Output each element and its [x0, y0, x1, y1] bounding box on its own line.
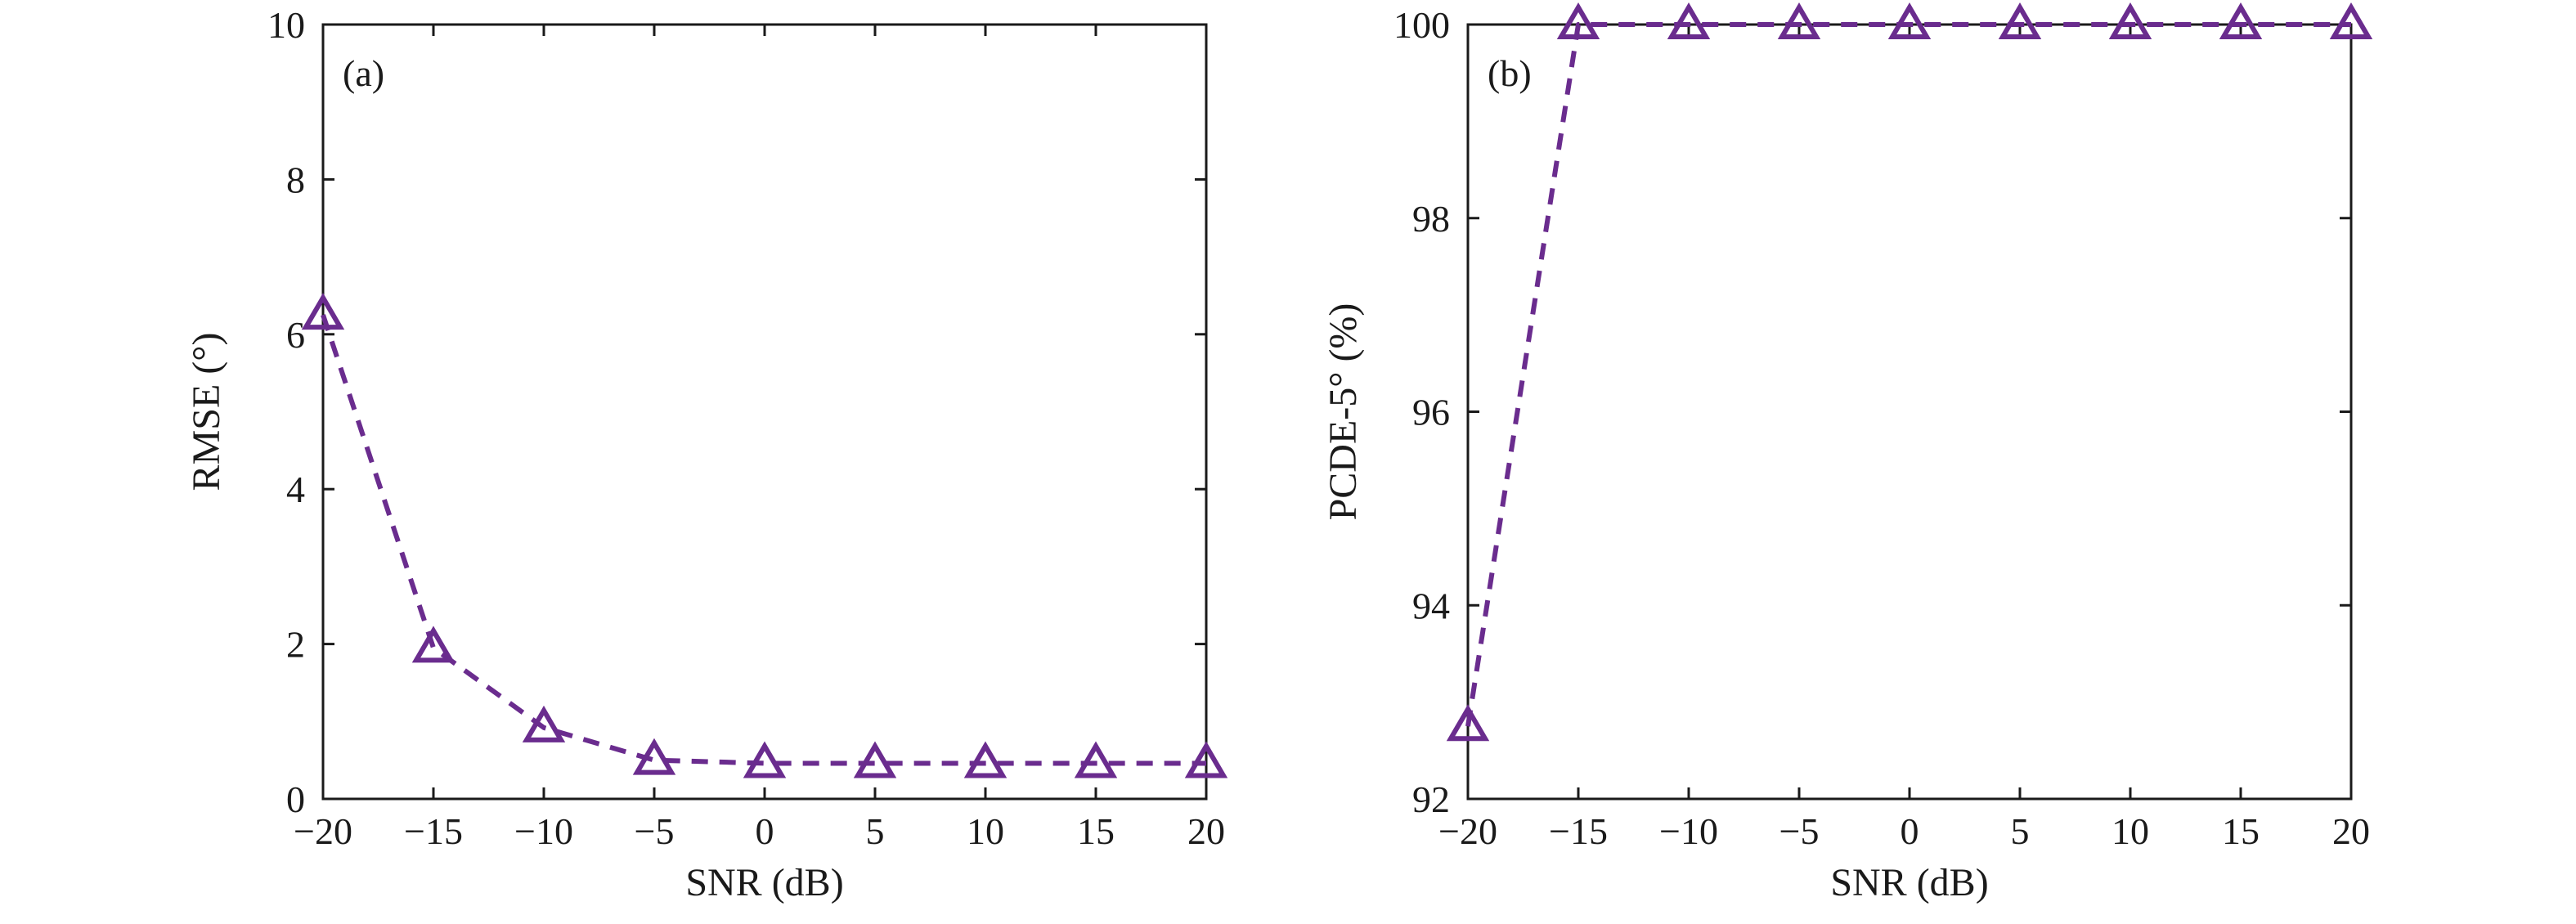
- panel-a: −20 −15 −10 −5 0 5 10 15 20 0 2 4 6 8 10 SNR (dB) RMSE (…: [185, 4, 1228, 904]
- y-tick-label: 92: [1412, 778, 1450, 820]
- panel-b: −20 −15 −10 −5 0 5 10 15 20 92 94 96 98 100 SNR (dB) PC…: [1322, 2, 2373, 904]
- panel-label: (a): [343, 52, 384, 94]
- panel-label: (b): [1488, 52, 1532, 94]
- x-tick-label: −5: [635, 810, 675, 852]
- data-point-marker: [1777, 2, 1821, 39]
- data-point-marker: [1667, 2, 1711, 39]
- x-tick-label: −15: [404, 810, 463, 852]
- series-line: [1465, 22, 2351, 727]
- x-tick-label: −20: [1438, 810, 1497, 852]
- y-tick-label: 8: [286, 159, 305, 200]
- x-tick-label: −15: [1549, 810, 1608, 852]
- data-point-marker: [1184, 741, 1228, 778]
- y-tick-label: 10: [267, 4, 305, 46]
- x-tick-label: 10: [2112, 810, 2149, 852]
- data-point-marker: [1998, 2, 2042, 39]
- data-point-marker: [963, 741, 1008, 778]
- data-point-marker: [1887, 2, 1932, 39]
- data-point-marker: [1074, 741, 1118, 778]
- x-tick-label: −20: [294, 810, 352, 852]
- x-tick-label: 15: [2222, 810, 2260, 852]
- y-tick-label: 98: [1412, 198, 1450, 240]
- x-tick-label: 5: [866, 810, 885, 852]
- data-point-marker: [853, 741, 897, 778]
- x-tick-label: 20: [2332, 810, 2370, 852]
- data-point-marker: [1446, 704, 1490, 742]
- plot-frame: [1466, 23, 2353, 801]
- data-point-marker: [522, 705, 566, 742]
- x-tick-label: 0: [1901, 810, 1919, 852]
- y-tick-label: 6: [286, 314, 305, 356]
- data-point-marker: [743, 741, 787, 778]
- x-tick-label: 0: [756, 810, 774, 852]
- x-tick-label: 20: [1187, 810, 1225, 852]
- series-line: [321, 314, 1206, 766]
- y-tick-label: 94: [1412, 585, 1450, 626]
- x-tick-label: 5: [2011, 810, 2030, 852]
- y-tick-label: 100: [1393, 4, 1450, 46]
- x-tick-label: −10: [514, 810, 573, 852]
- data-point-marker: [301, 293, 345, 330]
- y-axis-label: PCDE-5° (%): [1322, 303, 1365, 521]
- y-tick-label: 96: [1412, 392, 1450, 433]
- y-tick-label: 2: [286, 624, 305, 666]
- x-tick-label: 15: [1077, 810, 1115, 852]
- data-point-marker: [2108, 2, 2152, 39]
- data-point-marker: [632, 738, 676, 775]
- x-axis-label: SNR (dB): [685, 861, 843, 904]
- data-point-marker: [411, 626, 456, 663]
- y-tick-label: 4: [286, 469, 305, 510]
- x-tick-label: −10: [1659, 810, 1718, 852]
- data-point-marker: [2219, 2, 2263, 39]
- data-point-marker: [1556, 2, 1600, 39]
- x-tick-label: 10: [967, 810, 1004, 852]
- x-tick-label: −5: [1779, 810, 1820, 852]
- data-point-marker: [2329, 2, 2373, 39]
- y-tick-label: 0: [286, 778, 305, 820]
- plot-frame: [321, 23, 1208, 801]
- y-axis-label: RMSE (°): [185, 333, 228, 491]
- x-axis-label: SNR (dB): [1830, 861, 1988, 904]
